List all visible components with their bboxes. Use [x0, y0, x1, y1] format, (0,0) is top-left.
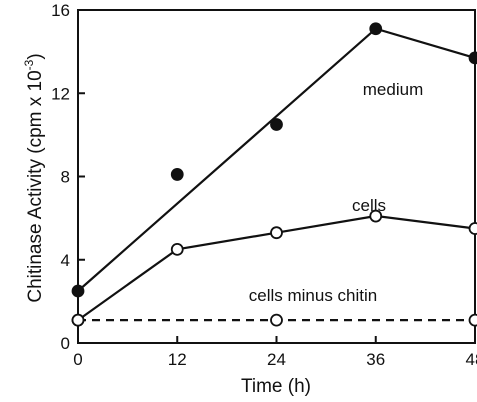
y-tick-label: 16: [51, 1, 70, 20]
y-tick-label: 8: [61, 168, 70, 187]
x-tick-label: 36: [366, 350, 385, 369]
data-point-series-1: [369, 22, 383, 36]
data-point-series-1: [71, 284, 85, 298]
y-tick-label: 12: [51, 84, 70, 103]
x-axis-ticks: 0 12 24 36 48: [73, 336, 477, 369]
y-tick-label: 0: [61, 334, 70, 353]
series-lines: [77, 27, 476, 322]
x-tick-label: 12: [168, 350, 187, 369]
y-axis-title-main: Chitinase Activity (cpm x 10: [25, 70, 46, 302]
x-tick-label: 24: [267, 350, 286, 369]
y-axis-title-exponent: -3: [22, 59, 36, 70]
series-label-1: medium: [363, 80, 423, 99]
data-point-series-3: [71, 313, 85, 327]
y-tick-label: 4: [61, 251, 70, 270]
data-point-series-3: [270, 313, 283, 327]
data-point-series-1: [270, 118, 283, 131]
series-line-1: [77, 27, 476, 292]
data-point-series-2: [170, 242, 184, 256]
data-point-series-2: [270, 226, 283, 240]
y-axis-title-close: ): [25, 53, 46, 59]
data-point-series-1: [170, 168, 184, 181]
data-point-series-1: [468, 51, 477, 65]
x-tick-label: 0: [73, 350, 82, 369]
y-axis-ticks: 0 4 8 12 16: [51, 1, 85, 353]
series-points: [71, 22, 477, 327]
y-axis-title: Chitinase Activity (cpm x 10-3): [22, 53, 46, 302]
data-point-series-2: [468, 222, 477, 235]
series-label-2: cells: [352, 196, 386, 215]
series-label-3: cells minus chitin: [249, 286, 378, 305]
x-axis-title: Time (h): [241, 376, 311, 397]
x-tick-label: 48: [466, 350, 477, 369]
data-point-series-2: [369, 209, 383, 223]
data-point-series-3: [468, 313, 477, 327]
series-labels: medium cells cells minus chitin: [249, 80, 423, 305]
